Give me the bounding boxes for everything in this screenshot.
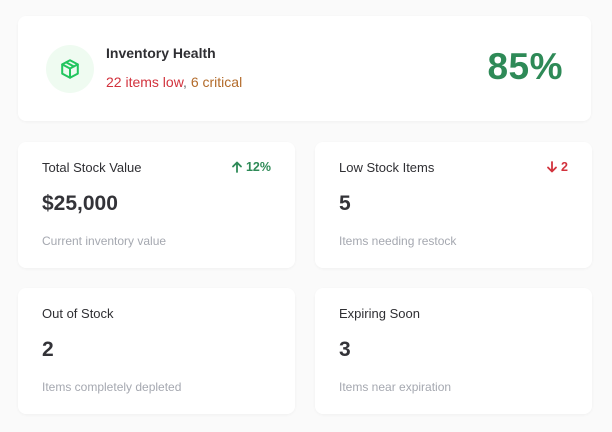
stat-label: Out of Stock (42, 306, 114, 321)
inventory-health-card: Inventory Health 22 items low, 6 critica… (18, 16, 591, 121)
stat-description: Items needing restock (339, 234, 457, 248)
stat-description: Items completely depleted (42, 380, 182, 394)
stat-card-out-of-stock: Out of Stock 2 Items completely depleted (18, 288, 295, 414)
health-percentage: 85% (487, 46, 563, 87)
trend-badge: 2 (546, 160, 568, 174)
arrow-up-icon (232, 161, 242, 173)
stat-card-low-stock-items: Low Stock Items 2 5 Items needing restoc… (315, 142, 592, 268)
critical-items-text: 6 critical (190, 74, 243, 90)
stat-value: $25,000 (42, 192, 118, 215)
package-icon (61, 59, 79, 79)
summary-separator: , (183, 74, 191, 90)
trend-value: 12% (245, 160, 271, 174)
stat-card-expiring-soon: Expiring Soon 3 Items near expiration (315, 288, 592, 414)
trend-badge: 12% (231, 160, 271, 174)
arrow-down-icon (547, 161, 557, 173)
stat-card-total-stock-value: Total Stock Value 12% $25,000 Current in… (18, 142, 295, 268)
stat-label: Total Stock Value (42, 160, 142, 175)
trend-value: 2 (561, 160, 568, 174)
stat-label: Expiring Soon (339, 306, 420, 321)
health-title: Inventory Health (106, 45, 216, 61)
stat-value: 5 (339, 192, 351, 215)
stat-label: Low Stock Items (339, 160, 435, 175)
stat-value: 2 (42, 338, 54, 361)
package-icon-badge (46, 45, 94, 93)
health-summary: 22 items low, 6 critical (106, 74, 242, 90)
stat-description: Current inventory value (42, 234, 167, 248)
stat-value: 3 (339, 338, 351, 361)
stat-description: Items near expiration (339, 380, 452, 394)
low-items-text: 22 items low (106, 74, 184, 90)
